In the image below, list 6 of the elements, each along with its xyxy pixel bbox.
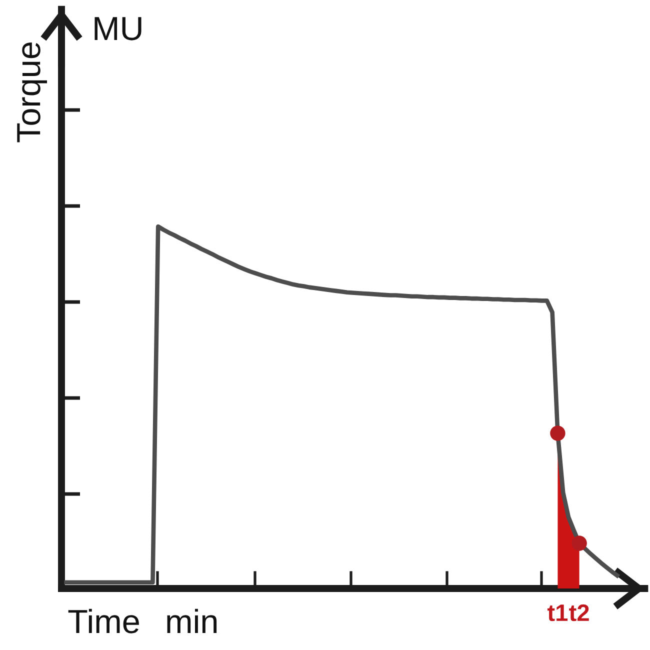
text: min: [167, 608, 217, 633]
y-axis-title: Torque: [17, 42, 47, 142]
x-tick-label: t1: [548, 604, 568, 622]
x-axis-title: Time: [68, 608, 139, 634]
x-tick-label: t2: [569, 604, 589, 622]
text: MU: [94, 17, 142, 40]
